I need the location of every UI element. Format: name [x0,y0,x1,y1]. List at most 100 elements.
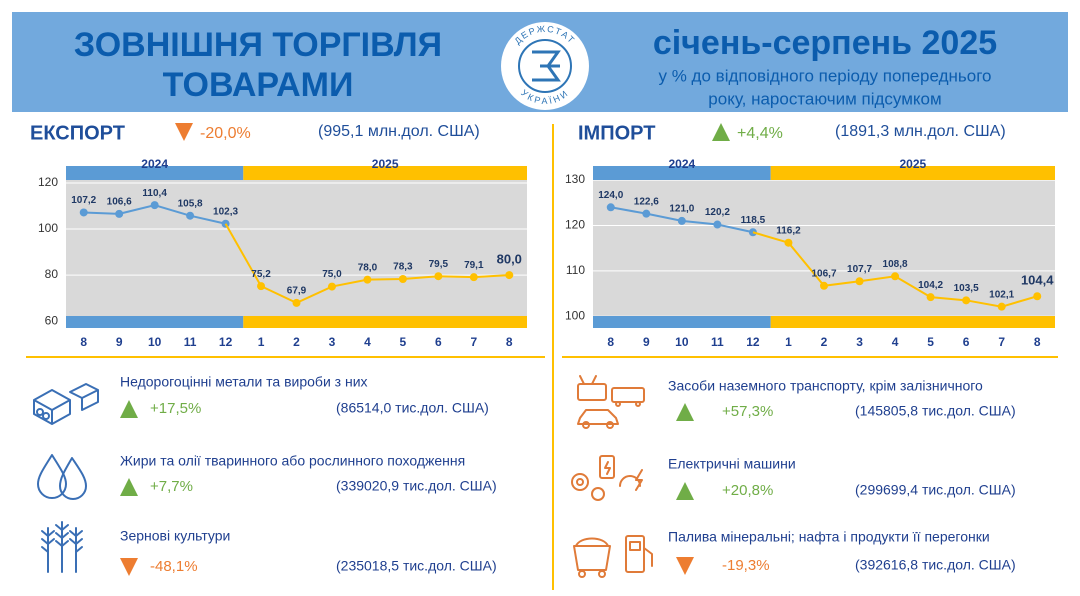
marker [505,271,514,280]
x-tick-label: 8 [1034,335,1041,349]
product-change: +17,5% [150,400,201,417]
trend-triangle [676,482,694,500]
value-label: 120,2 [705,207,730,218]
x-tick-label: 2 [293,335,300,349]
product-name: Палива мінеральні; нафта і продукти її п… [668,529,990,545]
marker [713,220,722,229]
logo-symbol [532,50,561,82]
trend-triangle [120,478,138,496]
section-total: (1891,3 млн.дол. США) [835,123,1006,140]
x-tick-label: 11 [184,335,197,349]
marker [398,274,407,283]
value-label: 102,1 [989,289,1014,300]
year-band [66,316,244,328]
y-tick-label: 100 [565,308,585,322]
y-tick-label: 100 [38,221,58,235]
value-label: 79,1 [464,260,484,271]
x-tick-label: 2 [821,335,828,349]
product-name: Недорогоцінні метали та вироби з них [120,374,368,390]
section-title: ІМПОРТ [578,122,655,144]
x-tick-label: 5 [400,335,407,349]
product-name: Зернові культури [120,528,230,544]
connector [224,223,262,287]
marker [434,272,443,281]
value-label: 107,7 [847,264,872,275]
product-change: +20,8% [722,482,773,499]
title: ТОВАРАМИ [163,66,354,104]
marker [784,238,793,247]
value-label: 106,7 [811,268,836,279]
marker [997,302,1006,311]
x-tick-label: 8 [607,335,614,349]
year-band [593,316,771,328]
subtitle: року, наростаючим підсумком [708,89,941,108]
product-change: -19,3% [722,557,770,574]
value-label: 103,5 [954,283,979,294]
value-label: 106,6 [107,197,132,208]
x-tick-label: 6 [435,335,442,349]
value-label: 67,9 [287,286,307,297]
value-label: 80,0 [497,252,522,267]
marker [257,282,266,291]
marker [115,209,124,218]
icon-metals [33,383,99,425]
product-change: -48,1% [150,558,198,575]
plot-area [593,180,1055,316]
x-tick-label: 9 [116,335,123,349]
year-band [770,316,1055,328]
trend-triangle [120,400,138,418]
x-tick-label: 1 [258,335,265,349]
marker [855,277,864,286]
value-label: 105,8 [178,198,203,209]
value-label: 110,4 [142,188,167,199]
trend-triangle [120,558,138,576]
section-total: (995,1 млн.дол. США) [318,123,480,140]
value-label: 78,0 [358,262,378,273]
x-tick-label: 6 [963,335,970,349]
y-tick-label: 130 [565,172,585,186]
product-name: Жири та олії тваринного або рослинного п… [120,453,465,469]
product-value: (86514,0 тис.дол. США) [336,400,489,416]
x-tick-label: 1 [785,335,792,349]
x-tick-label: 3 [329,335,336,349]
marker [292,298,301,307]
x-tick-label: 12 [746,335,760,349]
y-tick-label: 110 [566,263,585,277]
y-tick-label: 60 [45,313,59,327]
value-label: 104,2 [918,280,943,291]
product-value: (235018,5 тис.дол. США) [336,558,497,574]
year-band [593,166,771,180]
marker [79,208,88,217]
subtitle: у % до відповідного періоду попереднього [659,66,992,85]
product-name: Електричні машини [668,456,796,472]
marker [962,296,971,305]
year-band [243,166,528,180]
product-change: +57,3% [722,403,773,420]
year-label: 2025 [899,157,926,171]
product-name: Засоби наземного транспорту, крім залізн… [668,378,983,394]
value-label: 104,4 [1021,273,1054,288]
x-tick-label: 10 [148,335,162,349]
value-label: 75,0 [322,269,342,280]
period: січень-серпень 2025 [653,24,997,62]
x-tick-label: 11 [711,335,724,349]
marker [820,281,828,290]
y-tick-label: 120 [38,175,58,189]
y-tick-label: 120 [565,218,585,232]
value-label: 118,5 [741,215,766,226]
trend-triangle [175,123,193,141]
marker [891,272,900,281]
trend-triangle [712,123,730,141]
x-tick-label: 3 [856,335,863,349]
marker [363,275,372,284]
marker [469,273,478,282]
x-tick-label: 9 [643,335,650,349]
line [787,242,1038,308]
year-label: 2025 [372,157,399,171]
year-band [66,166,244,180]
icon-grain [41,521,83,573]
icon-electric [571,455,643,501]
value-label: 102,3 [213,206,238,217]
x-tick-label: 8 [80,335,87,349]
marker [1033,292,1042,301]
